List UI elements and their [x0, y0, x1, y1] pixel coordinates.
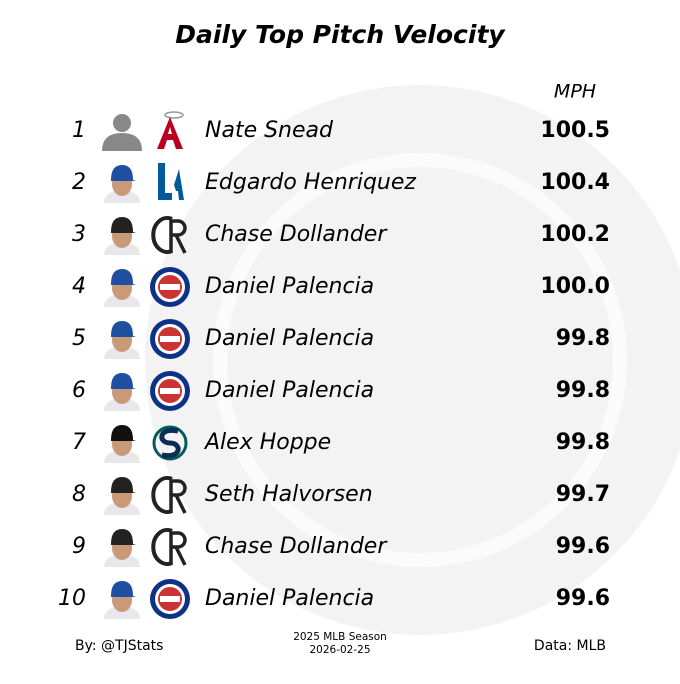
- player-name: Daniel Palencia: [205, 326, 374, 351]
- rank: 6: [72, 378, 86, 403]
- rank: 4: [72, 274, 86, 299]
- rank: 8: [72, 482, 86, 507]
- rank: 10: [58, 586, 86, 611]
- headshot: [111, 269, 136, 285]
- velocity: 99.8: [556, 430, 610, 455]
- source: Data: MLB: [534, 638, 606, 654]
- date: 2026-02-25: [309, 644, 370, 656]
- player-name: Chase Dollander: [205, 222, 388, 247]
- headshot: [104, 503, 140, 515]
- row: 9 Chase Dollander 99.6: [72, 528, 610, 567]
- headshot: [111, 581, 136, 597]
- player-name: Seth Halvorsen: [205, 482, 373, 507]
- logo: [160, 336, 180, 342]
- row: 10 Daniel Palencia 99.6: [58, 579, 610, 619]
- player-name: Alex Hoppe: [203, 430, 331, 455]
- headshot: [104, 555, 140, 567]
- velocity: 99.8: [556, 326, 610, 351]
- logo: [160, 284, 180, 290]
- rank: 9: [72, 534, 86, 559]
- velocity: 100.0: [540, 274, 610, 299]
- headshot: [104, 243, 140, 255]
- logo-halo: [164, 111, 184, 119]
- headshot: [111, 529, 136, 545]
- watermark: [145, 85, 680, 635]
- headshot: [104, 191, 140, 203]
- column-header: MPH: [554, 81, 596, 103]
- logo: [151, 216, 173, 254]
- logo: [169, 479, 187, 514]
- velocity: 100.2: [540, 222, 610, 247]
- row: 1 Nate Snead 100.5: [72, 111, 610, 151]
- logo: [157, 117, 183, 149]
- player-name: Daniel Palencia: [205, 378, 374, 403]
- player-name: Edgardo Henriquez: [205, 170, 416, 195]
- rank: 2: [72, 170, 86, 195]
- headshot: [111, 425, 136, 441]
- velocity: 99.6: [556, 586, 610, 611]
- rank: 1: [72, 118, 86, 143]
- logo: [152, 425, 188, 461]
- velocity: 100.5: [540, 118, 610, 143]
- headshot: [111, 217, 136, 233]
- player-name: Chase Dollander: [205, 534, 388, 559]
- logo: [159, 427, 181, 459]
- logo: [160, 388, 180, 394]
- logo: [169, 531, 187, 566]
- row: 4 Daniel Palencia 100.0: [72, 267, 610, 307]
- rank: 3: [72, 222, 86, 247]
- headshot: [104, 399, 140, 411]
- rows: 1 Nate Snead 100.5 2 Edgardo Henriquez 100.4 3…: [58, 111, 610, 619]
- velocity: 99.7: [556, 482, 610, 507]
- player-name: Nate Snead: [205, 118, 334, 143]
- row: 3 Chase Dollander 100.2: [72, 216, 610, 255]
- title: Daily Top Pitch Velocity: [175, 20, 506, 49]
- velocity: 99.8: [556, 378, 610, 403]
- logo: [174, 169, 184, 200]
- headshot: [111, 165, 136, 181]
- headshot: [104, 295, 140, 307]
- row: 6 Daniel Palencia 99.8: [72, 371, 610, 411]
- headshot: [111, 477, 136, 493]
- headshot: [104, 451, 140, 463]
- logo: [158, 163, 172, 200]
- player-name: Daniel Palencia: [205, 586, 374, 611]
- headshot: [111, 373, 136, 389]
- headshot: [104, 347, 140, 359]
- rank: 7: [72, 430, 86, 455]
- player-name: Daniel Palencia: [205, 274, 374, 299]
- logo: [151, 528, 173, 566]
- headshot: [113, 114, 131, 132]
- row: 7 Alex Hoppe 99.8: [72, 425, 610, 463]
- headshot: [102, 133, 142, 151]
- row: 2 Edgardo Henriquez 100.4: [72, 163, 610, 203]
- logo: [160, 596, 180, 602]
- logo: [151, 476, 173, 514]
- velocity: 100.4: [540, 170, 610, 195]
- logo: [169, 219, 187, 254]
- season: 2025 MLB Season: [293, 631, 387, 643]
- velocity: 99.6: [556, 534, 610, 559]
- rank: 5: [72, 326, 86, 351]
- row: 5 Daniel Palencia 99.8: [72, 319, 610, 359]
- headshot: [104, 607, 140, 619]
- credit: By: @TJStats: [75, 638, 163, 654]
- row: 8 Seth Halvorsen 99.7: [72, 476, 610, 515]
- headshot: [111, 321, 136, 337]
